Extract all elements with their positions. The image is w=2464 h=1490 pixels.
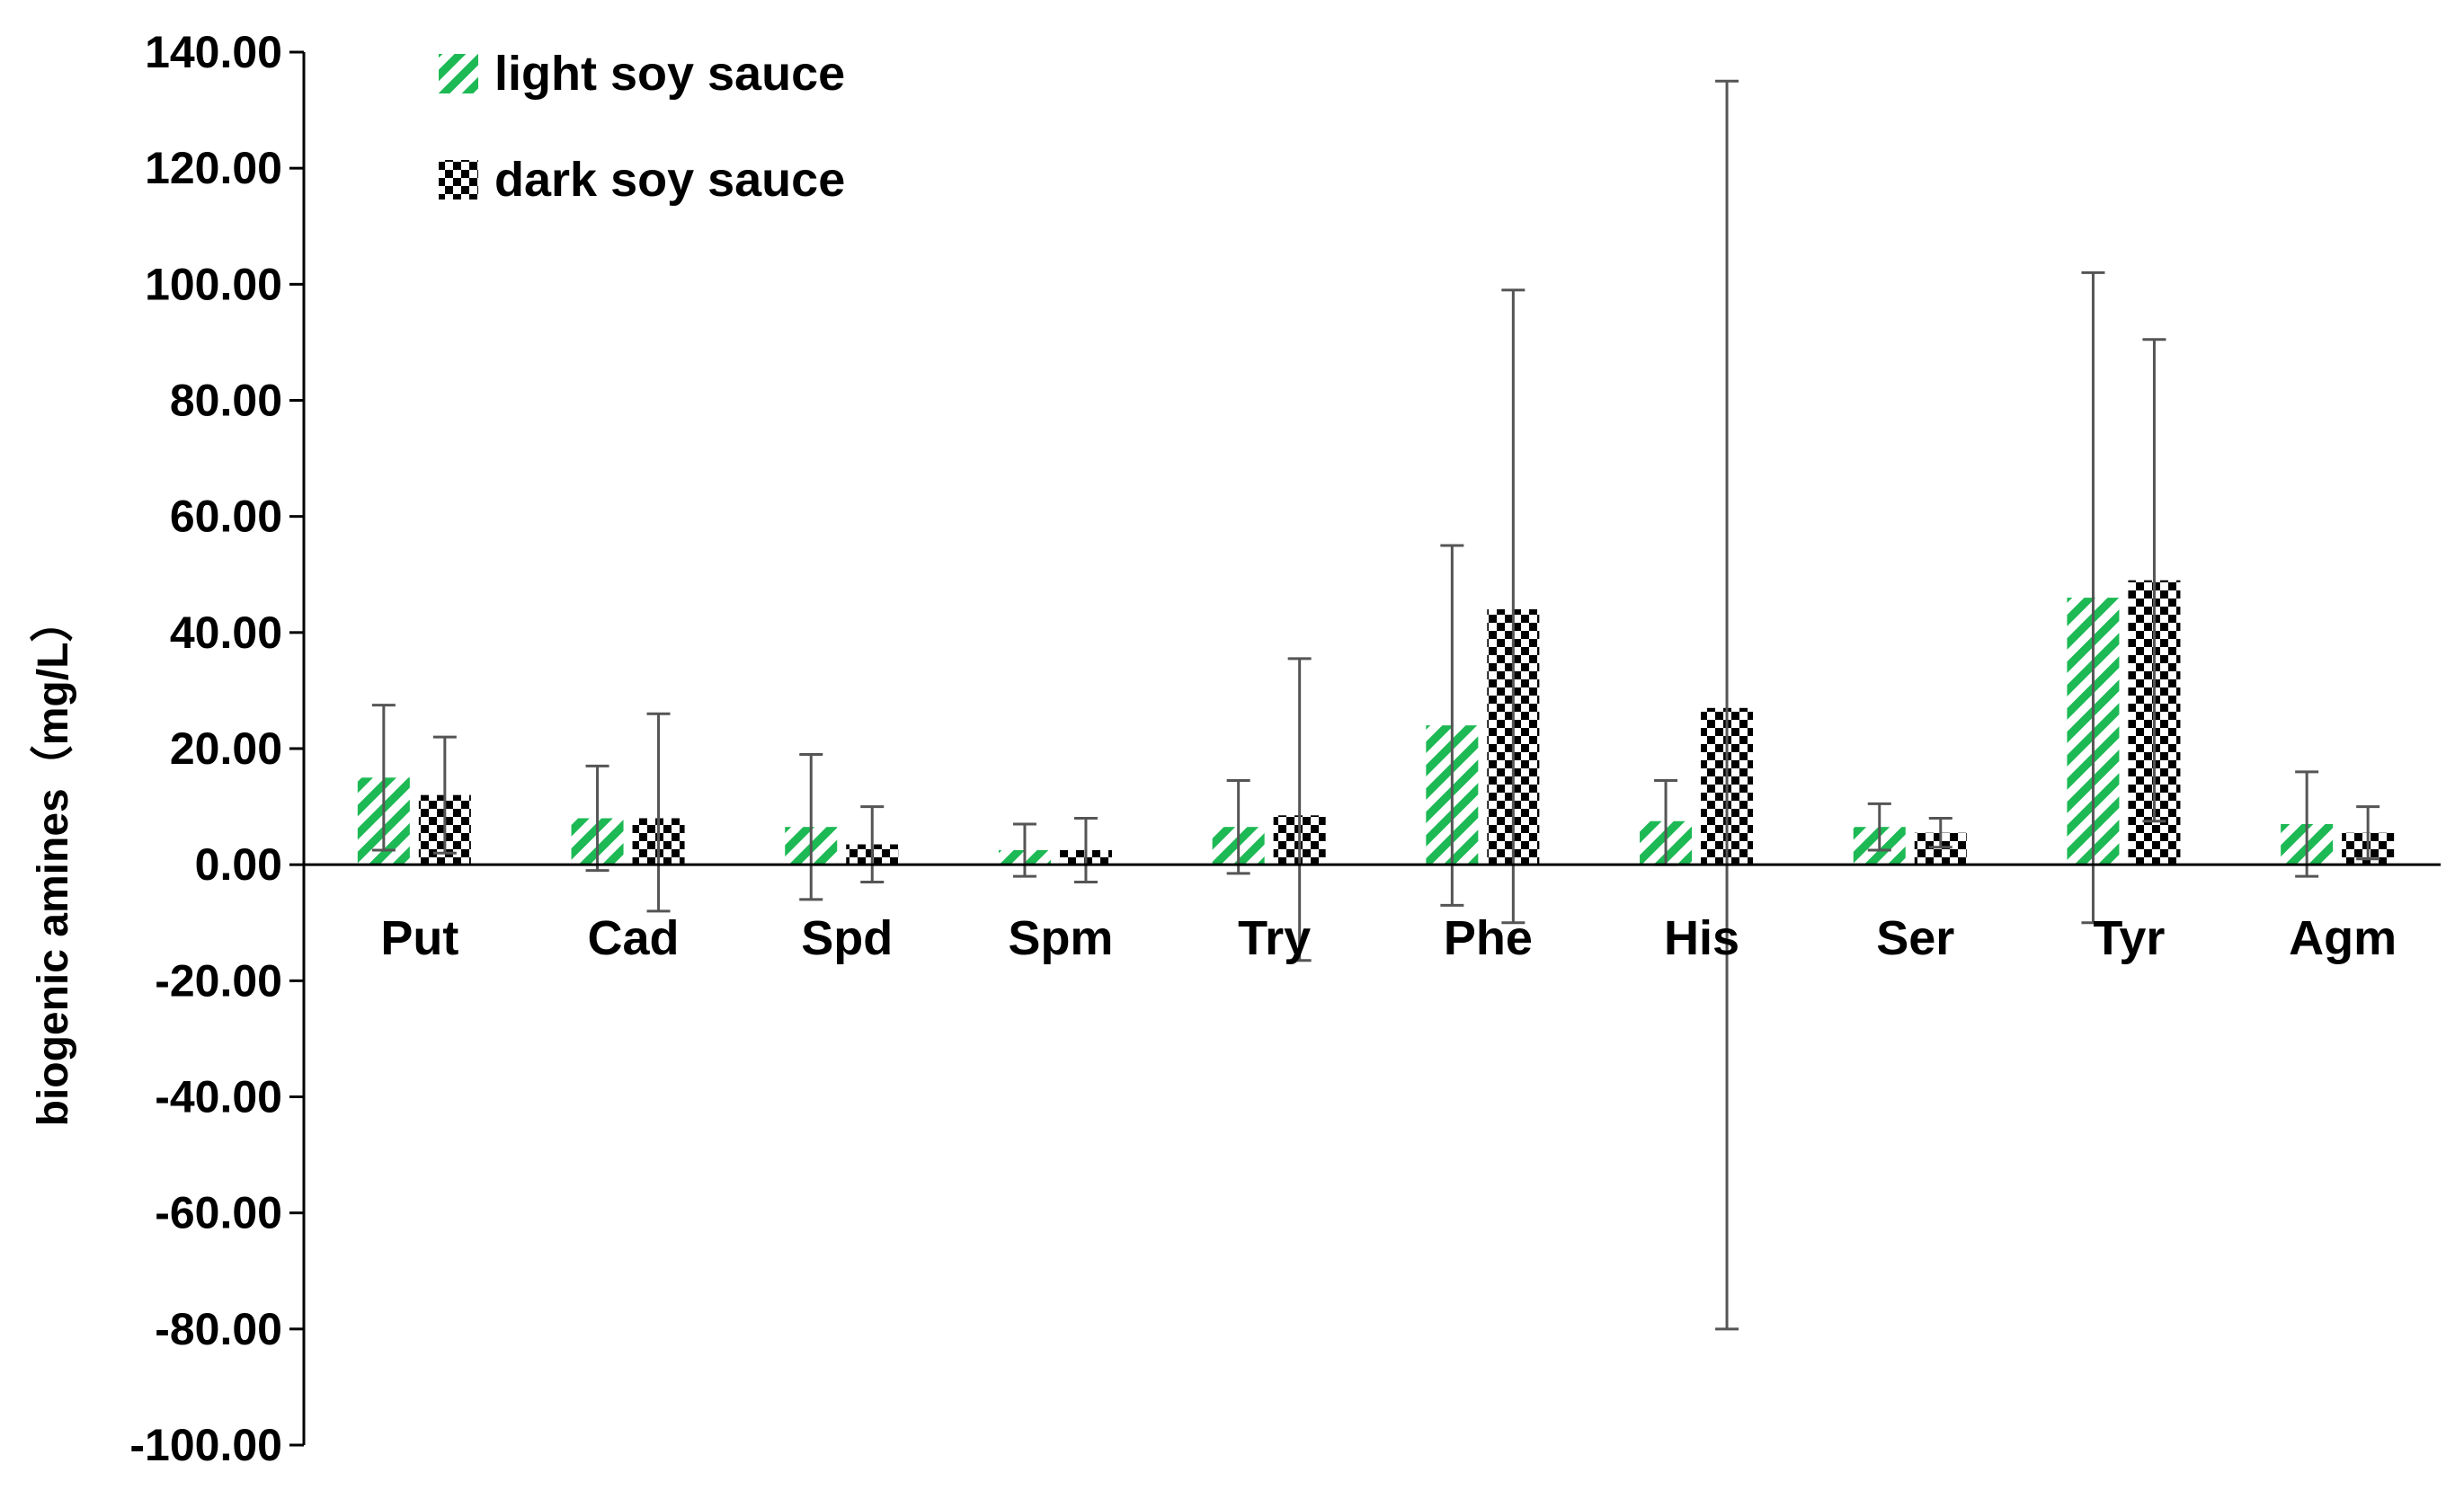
legend-label: light soy sauce	[494, 47, 845, 101]
legend-label: dark soy sauce	[494, 153, 845, 207]
x-category-label: Spm	[1008, 911, 1113, 965]
y-tick-label: -40.00	[155, 1072, 282, 1122]
y-tick-label: 100.00	[145, 259, 282, 309]
legend-swatch	[439, 54, 478, 93]
y-tick-label: 140.00	[145, 27, 282, 77]
y-tick-label: -60.00	[155, 1188, 282, 1238]
y-tick-label: 0.00	[195, 839, 282, 890]
legend: light soy sauce dark soy sauce	[439, 47, 845, 207]
y-tick-label: 120.00	[145, 143, 282, 193]
x-category-label: Ser	[1876, 911, 1954, 965]
x-category-label: Put	[380, 911, 458, 965]
y-tick-label: -100.00	[129, 1420, 282, 1470]
x-category-label: Cad	[588, 911, 680, 965]
y-tick-label: -20.00	[155, 955, 282, 1006]
error-bars-layer	[371, 79, 2380, 1331]
y-tick-labels: -100.00 -80.00 -60.00 -40.00 -20.00 0.00 20.00…	[129, 27, 282, 1470]
y-tick-label: 80.00	[170, 376, 282, 426]
y-tick-label: -80.00	[155, 1304, 282, 1354]
x-category-label: Try	[1238, 911, 1311, 965]
y-tick-label: 60.00	[170, 492, 282, 542]
x-category-label: Phe	[1444, 911, 1533, 965]
axes-layer	[289, 50, 2441, 1447]
y-axis-title: biogenic amines（mg/L）	[30, 599, 77, 1127]
bars-layer	[357, 580, 2395, 865]
y-tick-label: 40.00	[170, 608, 282, 658]
x-category-labels: Put Cad Spd Spm Try Phe His Ser Tyr Agm	[380, 911, 2397, 965]
x-category-label: Spd	[801, 911, 893, 965]
x-category-label: Agm	[2289, 911, 2397, 965]
legend-swatch	[439, 160, 478, 200]
x-category-label: His	[1664, 911, 1739, 965]
x-category-label: Tyr	[2093, 911, 2165, 965]
y-tick-label: 20.00	[170, 723, 282, 774]
